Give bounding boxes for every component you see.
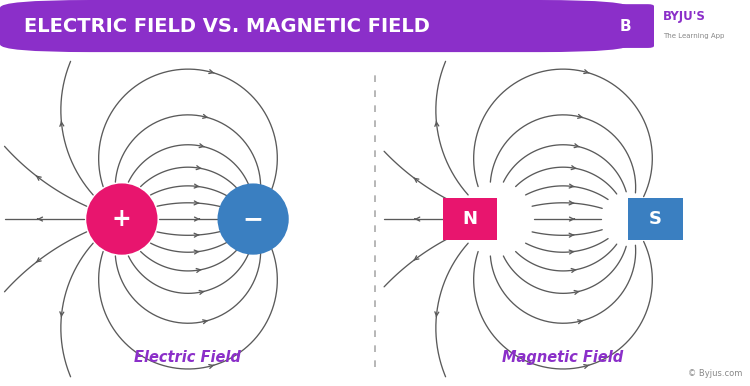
Text: BYJU'S: BYJU'S — [663, 10, 706, 23]
Text: B: B — [620, 19, 632, 34]
Circle shape — [217, 183, 289, 255]
Bar — [442, 198, 497, 240]
Text: Electric Field: Electric Field — [134, 350, 241, 366]
Text: N: N — [462, 210, 477, 228]
Text: ELECTRIC FIELD VS. MAGNETIC FIELD: ELECTRIC FIELD VS. MAGNETIC FIELD — [24, 17, 430, 36]
Circle shape — [86, 183, 158, 255]
Text: S: S — [649, 210, 662, 228]
Text: −: − — [243, 207, 264, 231]
Text: Magnetic Field: Magnetic Field — [502, 350, 623, 366]
Text: © Byjus.com: © Byjus.com — [688, 369, 742, 379]
Text: The Learning App: The Learning App — [663, 34, 724, 39]
Text: +: + — [112, 207, 132, 231]
FancyBboxPatch shape — [597, 4, 654, 48]
FancyBboxPatch shape — [0, 0, 630, 52]
Bar — [628, 198, 682, 240]
